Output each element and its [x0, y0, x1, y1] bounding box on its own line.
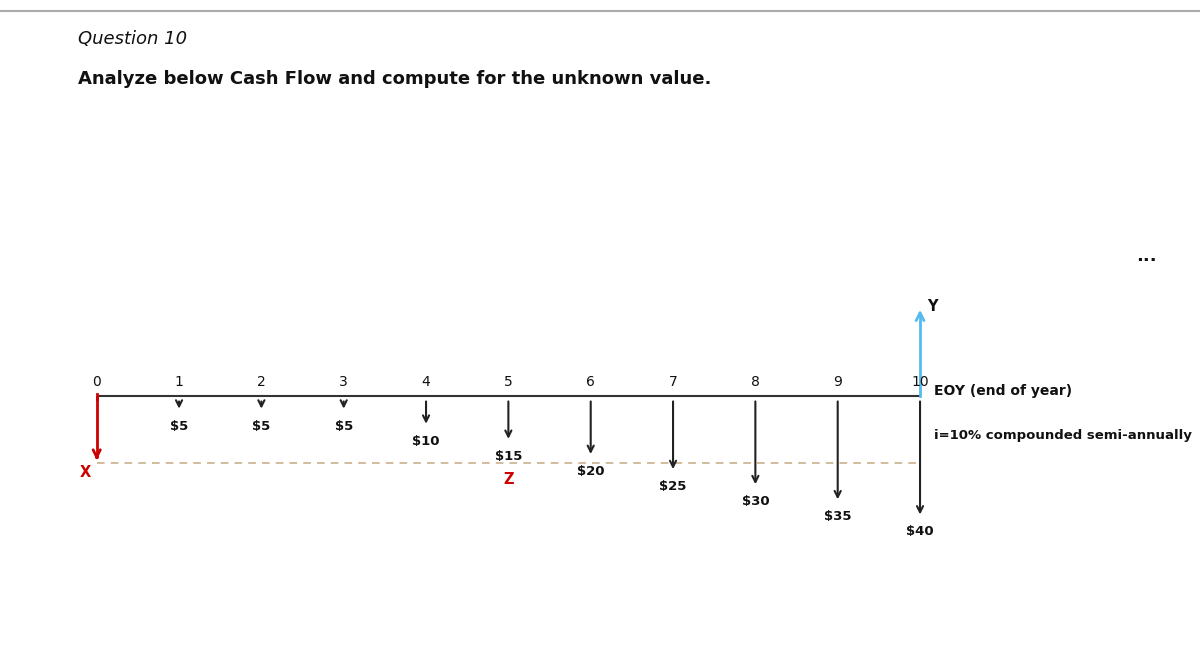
Text: Analyze below Cash Flow and compute for the unknown value.: Analyze below Cash Flow and compute for … [78, 70, 712, 89]
Text: $15: $15 [494, 450, 522, 463]
Text: $5: $5 [170, 419, 188, 433]
Text: Y: Y [928, 299, 938, 315]
Text: 9: 9 [833, 375, 842, 389]
Text: 0: 0 [92, 375, 101, 389]
Text: 2: 2 [257, 375, 265, 389]
Text: 10: 10 [911, 375, 929, 389]
Text: $5: $5 [252, 419, 270, 433]
Text: $10: $10 [413, 435, 439, 448]
Text: $35: $35 [824, 511, 852, 523]
Text: 7: 7 [668, 375, 678, 389]
Text: ...: ... [1135, 248, 1157, 265]
Text: X: X [80, 465, 91, 480]
Text: EOY (end of year): EOY (end of year) [934, 384, 1072, 397]
Text: 8: 8 [751, 375, 760, 389]
Text: 4: 4 [421, 375, 431, 389]
Text: 6: 6 [587, 375, 595, 389]
Text: Question 10: Question 10 [78, 30, 187, 48]
Text: 1: 1 [175, 375, 184, 389]
Text: 5: 5 [504, 375, 512, 389]
Text: Z: Z [503, 472, 514, 487]
Text: 3: 3 [340, 375, 348, 389]
Text: $40: $40 [906, 525, 934, 538]
Text: $30: $30 [742, 495, 769, 508]
Text: $20: $20 [577, 465, 605, 478]
Text: $25: $25 [659, 480, 686, 493]
Text: i=10% compounded semi-annually: i=10% compounded semi-annually [934, 429, 1192, 442]
Text: $5: $5 [335, 419, 353, 433]
